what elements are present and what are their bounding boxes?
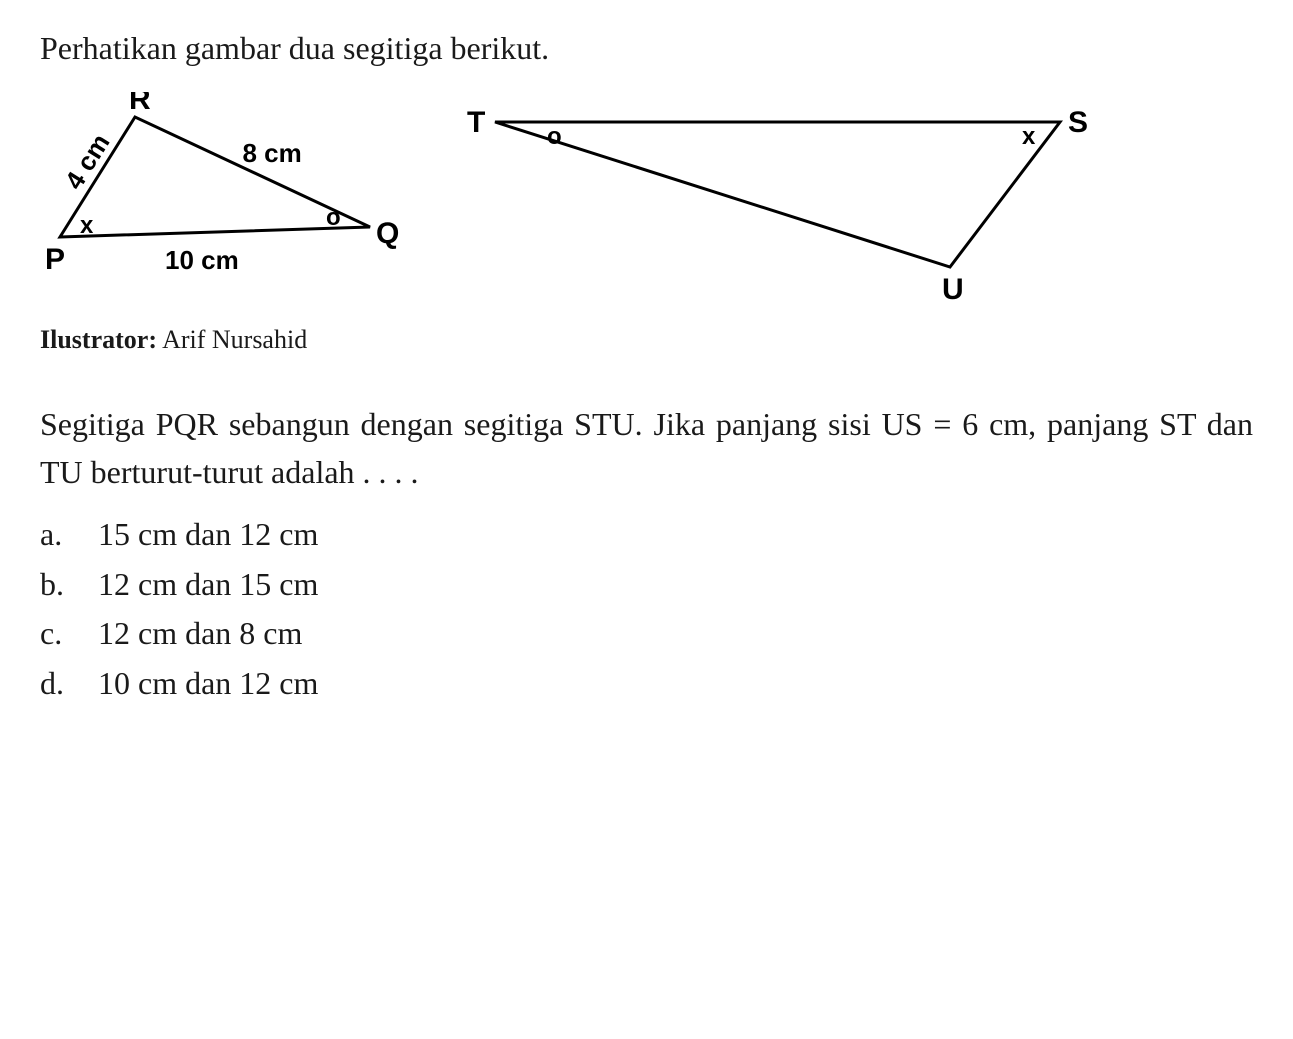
option-text: 12 cm dan 8 cm [98,609,302,659]
vertex-label-q: Q [376,217,399,250]
triangle-pqr-svg: P Q R 4 cm 8 cm 10 cm x o [40,92,400,292]
angle-marker-t: o [547,123,562,150]
instruction-text: Perhatikan gambar dua segitiga berikut. [40,30,1253,67]
triangle-stu-shape [495,122,1060,267]
angle-marker-q: o [326,204,341,231]
options-list: a. 15 cm dan 12 cm b. 12 cm dan 15 cm c.… [40,510,1253,708]
triangle-pqr-shape [60,117,370,237]
question-text: Segitiga PQR sebangun dengan segitiga ST… [40,400,1253,496]
side-label-rq: 8 cm [243,138,302,168]
angle-marker-p: x [80,212,94,239]
illustrator-credit: Ilustrator: Arif Nursahid [40,325,1253,355]
option-letter: d. [40,659,70,709]
option-text: 12 cm dan 15 cm [98,560,318,610]
angle-marker-s: x [1022,123,1036,150]
side-label-pq: 10 cm [165,245,239,275]
vertex-label-s: S [1068,106,1088,139]
option-text: 10 cm dan 12 cm [98,659,318,709]
option-c: c. 12 cm dan 8 cm [40,609,1253,659]
option-letter: b. [40,560,70,610]
triangle-stu-svg: T S U o x [460,92,1110,302]
triangle-stu-figure: T S U o x [460,92,1110,307]
triangle-pqr-figure: P Q R 4 cm 8 cm 10 cm x o [40,92,400,297]
vertex-label-u: U [942,273,964,302]
option-d: d. 10 cm dan 12 cm [40,659,1253,709]
option-text: 15 cm dan 12 cm [98,510,318,560]
illustrator-name: Arif Nursahid [162,325,307,354]
option-a: a. 15 cm dan 12 cm [40,510,1253,560]
vertex-label-t: T [467,106,485,139]
option-letter: c. [40,609,70,659]
vertex-label-r: R [129,92,151,116]
option-letter: a. [40,510,70,560]
vertex-label-p: P [45,243,65,276]
figures-container: P Q R 4 cm 8 cm 10 cm x o T S U o x [40,92,1253,307]
option-b: b. 12 cm dan 15 cm [40,560,1253,610]
illustrator-label: Ilustrator: [40,325,157,354]
